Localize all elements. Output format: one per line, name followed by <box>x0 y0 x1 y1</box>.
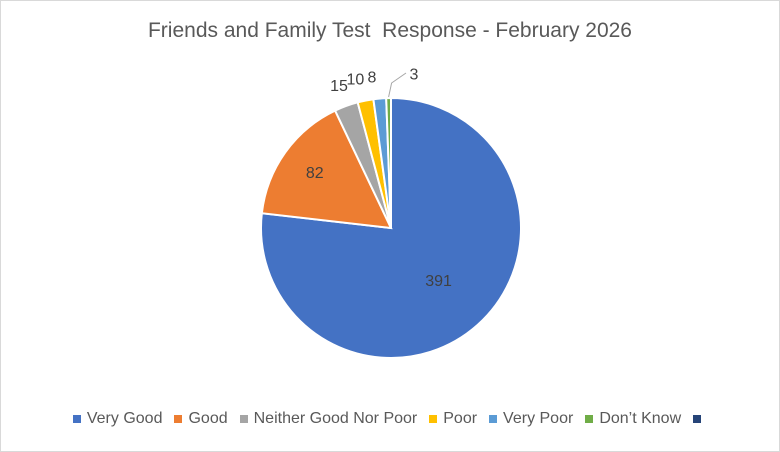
legend-swatch <box>72 415 81 423</box>
legend-item-very-good: Very Good <box>72 410 163 428</box>
legend-item-don-t-know: Don’t Know <box>585 410 681 428</box>
legend-swatch <box>174 415 183 423</box>
data-label-very-good: 391 <box>425 273 452 290</box>
legend-label: Very Good <box>86 410 163 427</box>
pie-slice-good <box>260 109 393 230</box>
legend-item-very-poor: Very Poor <box>489 410 573 428</box>
legend-swatch <box>429 415 438 423</box>
legend-item-unnamed <box>693 415 707 423</box>
legend-swatch <box>239 415 248 423</box>
legend-swatch <box>489 415 498 423</box>
data-label-good: 82 <box>306 165 324 182</box>
legend-label: Good <box>188 410 228 427</box>
data-label-don-t-know: 3 <box>410 67 419 84</box>
legend-label: Very Poor <box>503 410 574 427</box>
leader-line-don-t-know <box>388 72 407 98</box>
pie-slice-don-t-know <box>385 96 392 229</box>
data-label-very-poor: 8 <box>368 69 377 86</box>
data-label-poor: 10 <box>347 72 365 89</box>
data-label-neither-good-nor-poor: 15 <box>330 78 348 95</box>
legend-label: Poor <box>443 410 478 427</box>
legend-item-poor: Poor <box>429 410 477 428</box>
legend-swatch <box>693 415 702 423</box>
legend-label: Neither Good Nor Poor <box>253 410 418 427</box>
legend: Very Good Good Neither Good Nor Poor Poor Ve… <box>1 410 779 428</box>
legend-swatch <box>585 415 594 423</box>
legend-item-neither-good-nor-poor: Neither Good Nor Poor <box>239 410 418 428</box>
legend-item-good: Good <box>174 410 228 428</box>
legend-label: Don’t Know <box>599 410 682 427</box>
chart-title: Friends and Family Test Response - Febru… <box>147 19 632 42</box>
